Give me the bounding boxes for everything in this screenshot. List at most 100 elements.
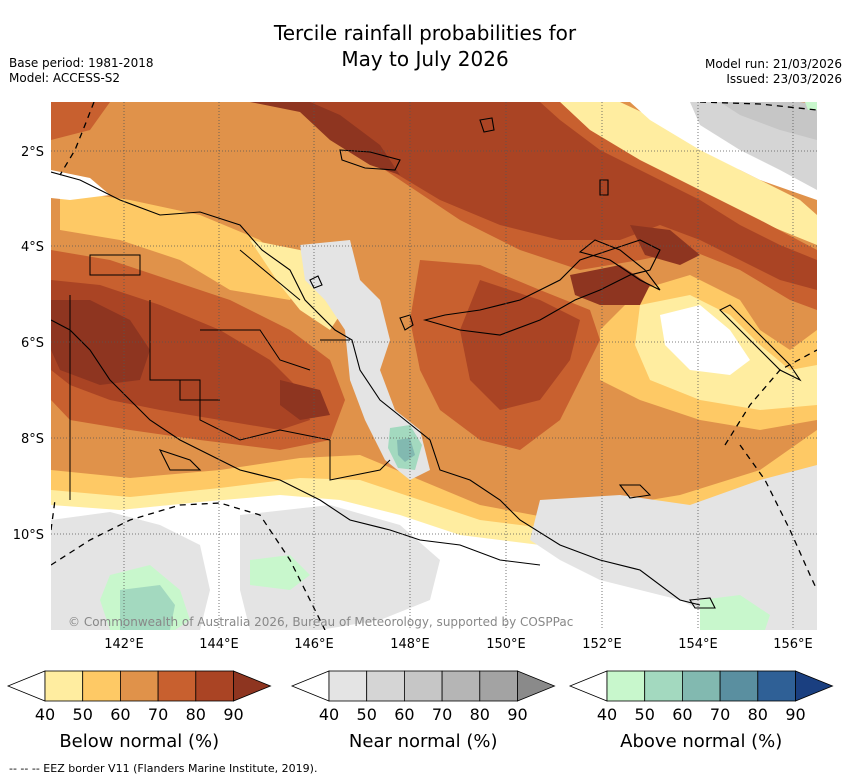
islet-3 [618, 484, 652, 499]
lon-label: 144°E [199, 637, 239, 652]
above-normal-ne-corner [805, 102, 817, 110]
below-90-north [150, 102, 400, 175]
legend-swatch [644, 670, 683, 702]
legend-tick-label: 70 [710, 705, 730, 724]
lon-label: 142°E [104, 637, 144, 652]
legend-swatch [157, 670, 197, 702]
legend-tick-label: 60 [394, 705, 414, 724]
eez-border [51, 102, 817, 630]
legend-tick-label: 90 [223, 705, 243, 724]
legend-swatch [328, 670, 368, 702]
near-normal-se [530, 465, 817, 630]
above-normal-sw-50 [120, 585, 175, 630]
bougainville-coast [719, 304, 802, 382]
legend-title: Near normal (%) [349, 731, 498, 752]
legend-max-triangle [233, 670, 272, 702]
new-britain-coast [422, 239, 661, 336]
lat-label: 6°S [21, 336, 44, 351]
legend-swatch [82, 670, 121, 702]
legend-min-triangle [290, 670, 330, 702]
copyright-text: © Commonwealth of Australia 2026, Bureau… [68, 615, 573, 629]
eez-ne [699, 102, 817, 111]
near-normal-central [300, 240, 430, 480]
legend-swatch [441, 670, 481, 702]
new-ireland-coast [578, 239, 661, 291]
lon-label: 150°E [486, 637, 526, 652]
legend-1: 40 50 60 70 80 90 Near normal (%) [290, 670, 556, 752]
islet-6 [599, 179, 609, 196]
legend-swatch [44, 670, 84, 702]
legend-swatch [757, 670, 796, 702]
legend-tick-label: 60 [110, 705, 130, 724]
map-title: Tercile rainfall probabilities for May t… [0, 20, 850, 72]
legend-min-triangle [568, 670, 608, 702]
borders [69, 249, 391, 500]
legend-tick-label: 80 [748, 705, 768, 724]
manus-coast [339, 149, 401, 171]
longitude-labels: 142°E 144°E 146°E 148°E 150°E 152°E 154°… [104, 637, 813, 652]
title-line-2: May to July 2026 [341, 47, 509, 71]
eez-nw [59, 102, 95, 176]
legend-tick-label: 80 [470, 705, 490, 724]
eez-south [51, 502, 326, 630]
legend-tick-label: 40 [35, 705, 55, 724]
islet-7 [158, 449, 202, 471]
coastlines [51, 117, 802, 609]
issued-date: Issued: 23/03/2026 [726, 72, 842, 86]
above-normal-south [250, 555, 310, 590]
legend-tick-label: 50 [635, 705, 655, 724]
legend-tick-label: 90 [507, 705, 527, 724]
lat-label: 2°S [21, 145, 44, 160]
run-info: Model run: 21/03/2026 Issued: 23/03/2026 [705, 57, 842, 87]
legend-title: Below normal (%) [59, 731, 219, 752]
legend-tick-label: 50 [73, 705, 93, 724]
legend-swatch [606, 670, 646, 702]
above-normal-central-core [397, 438, 415, 462]
graticule [51, 102, 817, 630]
below-90-west [51, 300, 150, 385]
legend-swatch [195, 670, 234, 702]
legend-tick-label: 40 [319, 705, 339, 724]
legend-title: Above normal (%) [620, 731, 782, 752]
islet-2 [399, 314, 414, 331]
model-run-date: Model run: 21/03/2026 [704, 57, 842, 71]
below-70-80-corner [51, 102, 110, 140]
legend-tick-label: 60 [672, 705, 692, 724]
below-80-90-central [460, 280, 580, 410]
legend-tick-label: 80 [186, 705, 206, 724]
below-90-new-ireland [630, 225, 700, 265]
lat-label: 8°S [21, 432, 44, 447]
title-line-1: Tercile rainfall probabilities for [273, 21, 577, 45]
legend-max-triangle [795, 670, 834, 702]
lon-label: 146°E [294, 637, 334, 652]
latitude-labels: 2°S 4°S 6°S 8°S 10°S [13, 145, 44, 543]
legend-swatch [366, 670, 405, 702]
map-panel: © Commonwealth of Australia 2026, Bureau… [51, 102, 817, 630]
eez-east [724, 349, 817, 446]
lon-label: 154°E [678, 637, 718, 652]
legend-max-triangle [517, 670, 556, 702]
legend-tick-label: 40 [597, 705, 617, 724]
legend-swatch [120, 670, 159, 702]
no-dominant-nw [51, 170, 110, 200]
lon-label: 152°E [582, 637, 622, 652]
legend-tick-label: 70 [148, 705, 168, 724]
below-40-50-ne [560, 102, 817, 245]
islet-4 [689, 597, 716, 609]
below-70-80-north [51, 102, 817, 310]
above-normal-se [700, 595, 770, 630]
islet-5 [479, 117, 495, 133]
legend-min-triangle [6, 670, 46, 702]
legend-swatch [719, 670, 759, 702]
below-50-60-north-coast [60, 190, 300, 300]
eez-sw [51, 499, 56, 531]
png-south-coast [51, 319, 541, 566]
base-period: Base period: 1981-2018 [9, 56, 154, 70]
lat-label: 10°S [13, 528, 44, 543]
below-80-90-north [110, 102, 817, 290]
lon-label: 156°E [773, 637, 813, 652]
png-north-coast [51, 171, 701, 606]
